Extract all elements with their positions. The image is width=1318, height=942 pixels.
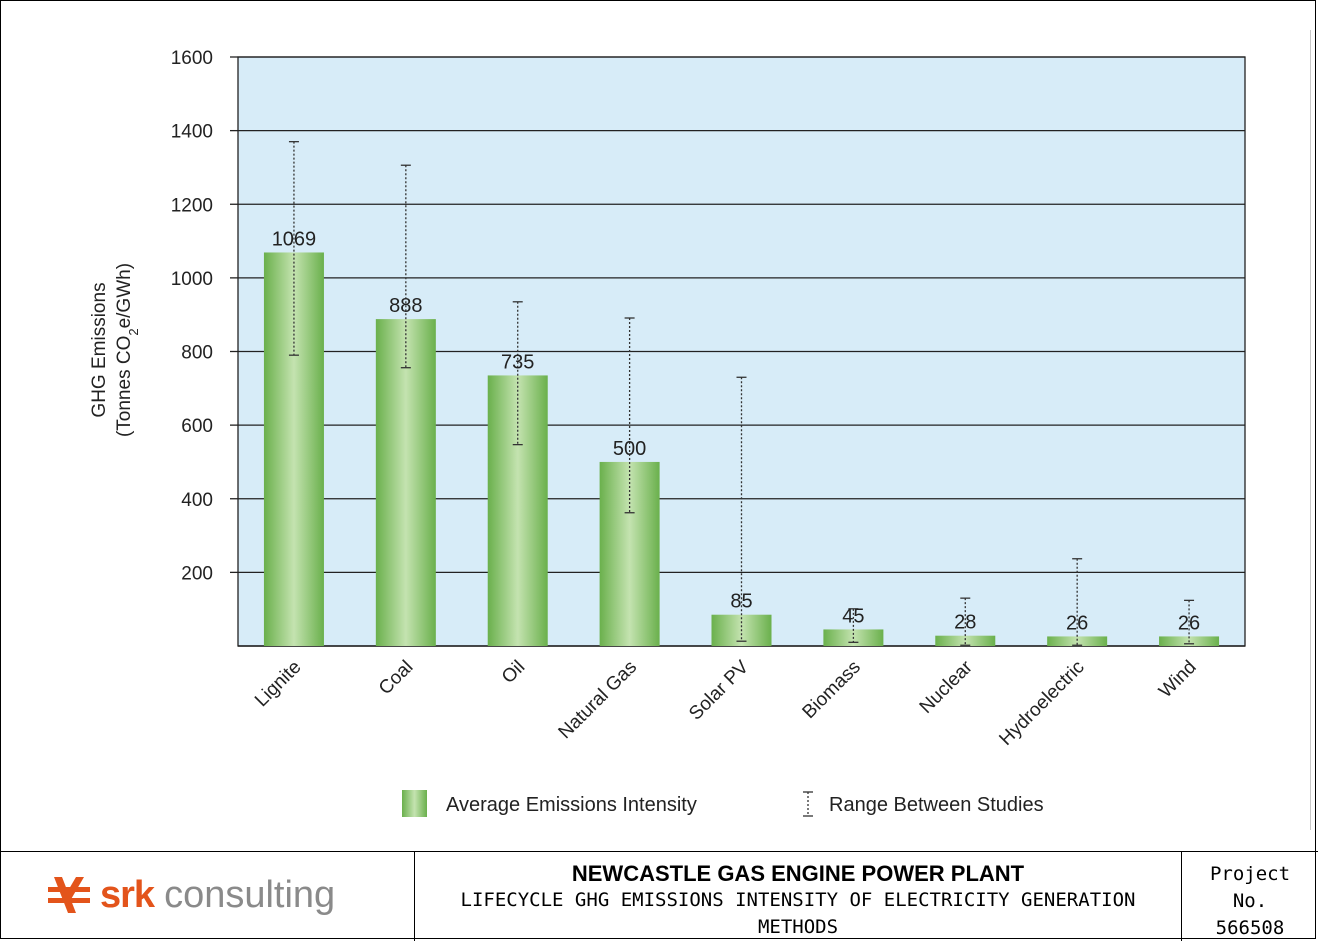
x-tick-label: Nuclear: [916, 656, 978, 718]
y-axis-label-units: (Tonnes CO2e/GWh): [114, 263, 141, 437]
bar-oil: [487, 375, 548, 646]
footer: srk consulting NEWCASTLE GAS ENGINE POWE…: [0, 851, 1318, 941]
y-tick-label: 1000: [171, 269, 213, 290]
range-whisker: [960, 597, 971, 646]
logo-srk-text: srk: [100, 873, 155, 916]
legend-bar-swatch: [402, 790, 427, 817]
range-whisker: [736, 376, 747, 642]
y-tick-label: 600: [181, 416, 213, 437]
data-label: 26: [1178, 612, 1200, 634]
range-whiskers: [288, 141, 1195, 646]
x-tick-label: Hydroelectric: [995, 657, 1088, 750]
y-tick-label: 400: [181, 490, 213, 511]
logo-cell: srk consulting: [0, 851, 414, 941]
project-number: 566508: [1215, 917, 1285, 939]
bar-nuclear: [935, 635, 996, 646]
y-tick-label: 1200: [171, 195, 213, 216]
y-axis-ticks: 200 400 600 800 1000 1200 1400 1600: [171, 48, 238, 584]
bar-coal: [375, 319, 436, 646]
footer-divider: [0, 851, 1318, 852]
legend-range-swatch: [803, 791, 813, 817]
data-label: 28: [954, 612, 976, 634]
range-whisker: [1184, 599, 1195, 645]
range-whisker: [1072, 558, 1083, 646]
x-tick-label: Biomass: [799, 657, 865, 723]
logo-consulting-text: consulting: [164, 873, 336, 916]
data-label: 500: [613, 438, 646, 460]
bar-hydroelectric: [1047, 636, 1108, 646]
y-tick-label: 1600: [171, 48, 213, 69]
data-label: 85: [730, 591, 752, 613]
bars: [263, 252, 1220, 647]
y-tick-label: 200: [181, 563, 213, 584]
range-whisker: [288, 141, 299, 356]
data-label: 1069: [272, 228, 317, 250]
bar-natural-gas: [599, 461, 660, 646]
project-cell: Project No. 566508: [1181, 851, 1318, 941]
legend: Average Emissions Intensity Range Betwee…: [402, 790, 1044, 817]
title-cell: NEWCASTLE GAS ENGINE POWER PLANT LIFECYC…: [414, 851, 1181, 941]
range-whisker: [400, 164, 411, 369]
x-tick-label: Oil: [498, 657, 529, 688]
data-label: 45: [842, 605, 864, 627]
data-label: 26: [1066, 612, 1088, 634]
data-label: 735: [501, 351, 534, 373]
y-tick-label: 1400: [171, 122, 213, 143]
x-tick-label: Solar PV: [685, 656, 753, 724]
data-label: 888: [389, 295, 422, 317]
x-tick-label: Coal: [375, 657, 417, 699]
report-title: NEWCASTLE GAS ENGINE POWER PLANT: [571, 861, 1025, 886]
report-subtitle: LIFECYCLE GHG EMISSIONS INTENSITY OF ELE…: [460, 889, 1136, 938]
legend-range-label: Range Between Studies: [829, 794, 1044, 816]
data-labels: 1069 888 735 500 85 45 28 26 26: [272, 228, 1200, 634]
legend-bar-label: Average Emissions Intensity: [446, 794, 697, 816]
range-whisker: [512, 301, 523, 446]
x-tick-label: Wind: [1155, 657, 1200, 702]
y-tick-label: 800: [181, 343, 213, 364]
x-axis-ticks: Lignite Coal Oil Natural Gas Solar PV Biomass…: [251, 656, 1201, 750]
x-tick-label: Natural Gas: [555, 657, 642, 744]
range-whisker: [624, 317, 635, 514]
range-whisker: [848, 608, 859, 643]
emissions-bar-chart: 200 400 600 800 1000 1200 1400 1600 1069 888 735 5…: [89, 48, 1246, 817]
srk-logo-icon: [48, 877, 90, 913]
y-axis-label: GHG Emissions: [89, 282, 110, 417]
divider-line: [1310, 30, 1311, 830]
srk-logo: srk consulting: [46, 873, 336, 916]
x-tick-label: Lignite: [251, 657, 305, 711]
project-label: Project No. 566508: [1182, 861, 1318, 942]
